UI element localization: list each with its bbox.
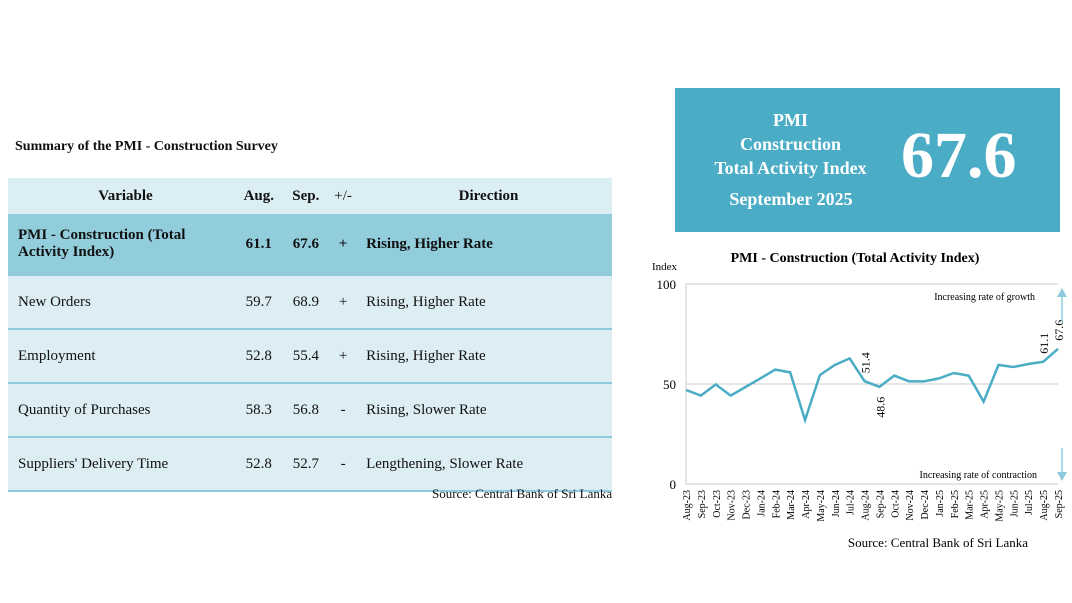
banner-month: September 2025	[729, 189, 853, 209]
data-label: 51.4	[859, 352, 873, 373]
x-tick-label: Jun-24	[831, 490, 842, 517]
x-tick-label: Jul-24	[846, 490, 857, 515]
cell-sep: 68.9	[283, 274, 329, 329]
cell-direction: Rising, Higher Rate	[358, 274, 612, 329]
header-variable: Variable	[8, 178, 234, 214]
banner-line1: PMI	[773, 110, 808, 130]
cell-direction: Rising, Higher Rate	[358, 328, 612, 383]
data-label: 48.6	[873, 397, 887, 418]
header-change: +/-	[328, 178, 359, 214]
table-source: Source: Central Bank of Sri Lanka	[432, 486, 613, 501]
x-tick-label: Mar-24	[786, 490, 797, 520]
series-line	[685, 347, 1059, 425]
header-sep: Sep.	[283, 178, 329, 214]
x-tick-label: Feb-24	[771, 490, 782, 518]
x-tick-label: May-25	[994, 490, 1005, 522]
y-tick-label: 100	[657, 277, 677, 292]
cell-variable: Employment	[8, 328, 234, 383]
cell-change: +	[328, 274, 359, 329]
x-tick-label: Dec-23	[742, 490, 753, 519]
x-tick-label: May-24	[816, 490, 827, 522]
x-tick-label: Oct-23	[712, 490, 723, 518]
y-tick-label: 50	[663, 377, 676, 392]
annotation-contraction: Increasing rate of contraction	[920, 470, 1037, 481]
x-tick-label: Sep-25	[1054, 490, 1065, 518]
x-tick-label: Jan-25	[935, 490, 946, 517]
cell-direction: Rising, Slower Rate	[358, 382, 612, 437]
x-tick-label: Oct-24	[890, 490, 901, 518]
y-axis-label: Index	[652, 261, 678, 273]
cell-variable: PMI - Construction (Total Activity Index…	[8, 214, 234, 275]
banner-value: 67.6	[901, 119, 1017, 192]
cell-variable: Suppliers' Delivery Time	[8, 436, 234, 492]
cell-aug: 52.8	[234, 328, 284, 383]
pmi-banner: PMI Construction Total Activity Index Sept…	[675, 88, 1060, 232]
x-tick-label: Sep-23	[697, 490, 708, 518]
x-tick-label: Nov-24	[905, 490, 916, 521]
arrow-up-head-icon	[1057, 288, 1067, 297]
table-row: Quantity of Purchases 58.3 56.8- Rising, Sl…	[8, 382, 612, 437]
x-tick-label: Sep-24	[875, 490, 886, 518]
x-tick-label: Apr-25	[980, 490, 991, 519]
x-tick-label: Jan-24	[756, 490, 767, 517]
cell-sep: 55.4	[283, 328, 329, 383]
chart-title: PMI - Construction (Total Activity Index…	[731, 251, 980, 266]
x-tick-label: Jun-25	[1009, 490, 1020, 517]
banner-line2: Construction	[739, 134, 841, 154]
table-row: Suppliers' Delivery Time 52.8 52.7- Lengthe…	[8, 436, 612, 492]
table-row: PMI - Construction (Total Activity Index…	[8, 214, 612, 275]
cell-change: +	[328, 214, 359, 275]
x-tick-label: Dec-24	[920, 490, 931, 519]
summary-table: Variable Aug. Sep. +/- Direction PMI - C…	[8, 178, 612, 492]
table-row: Employment 52.8 55.4 + Rising, Higher Rate	[8, 328, 612, 383]
table-title: Summary of the PMI - Construction Survey	[15, 139, 278, 154]
x-tick-label: Mar-25	[965, 490, 976, 520]
x-tick-label: Nov-23	[727, 490, 738, 521]
cell-aug: 59.7	[234, 274, 284, 329]
annotation-growth: Increasing rate of growth	[934, 292, 1035, 303]
cell-direction: Lengthening, Slower Rate	[358, 436, 612, 492]
header-direction: Direction	[358, 178, 612, 214]
cell-change: +	[328, 328, 359, 383]
cell-variable: Quantity of Purchases	[8, 382, 234, 437]
cell-sep: 52.7	[283, 436, 329, 492]
cell-aug: 58.3	[234, 382, 284, 437]
cell-change: -	[328, 436, 359, 492]
x-tick-label: Aug-25	[1039, 490, 1050, 521]
cell-aug: 52.8	[234, 436, 284, 492]
cell-change: -	[328, 382, 359, 437]
chart-source: Source: Central Bank of Sri Lanka	[848, 535, 1028, 550]
cell-variable: New Orders	[8, 274, 234, 329]
banner-line3: Total Activity Index	[714, 158, 867, 178]
cell-sep: 67.6	[283, 214, 329, 275]
arrow-down-head-icon	[1057, 472, 1067, 481]
data-label: 67.6	[1052, 320, 1066, 341]
y-tick-label: 0	[670, 477, 677, 492]
cell-aug: 61.1	[234, 214, 284, 275]
x-tick-label: Jul-25	[1024, 490, 1035, 515]
x-tick-label: Aug-23	[682, 490, 693, 521]
header-aug: Aug.	[234, 178, 284, 214]
table-row: New Orders 59.7 68.9 + Rising, Higher Rate	[8, 274, 612, 329]
x-tick-label: Aug-24	[861, 490, 872, 521]
cell-sep: 56.8	[283, 382, 329, 437]
data-label: 61.1	[1037, 333, 1051, 354]
x-tick-label: Feb-25	[950, 490, 961, 518]
cell-direction: Rising, Higher Rate	[358, 214, 612, 275]
x-tick-label: Apr-24	[801, 490, 812, 519]
